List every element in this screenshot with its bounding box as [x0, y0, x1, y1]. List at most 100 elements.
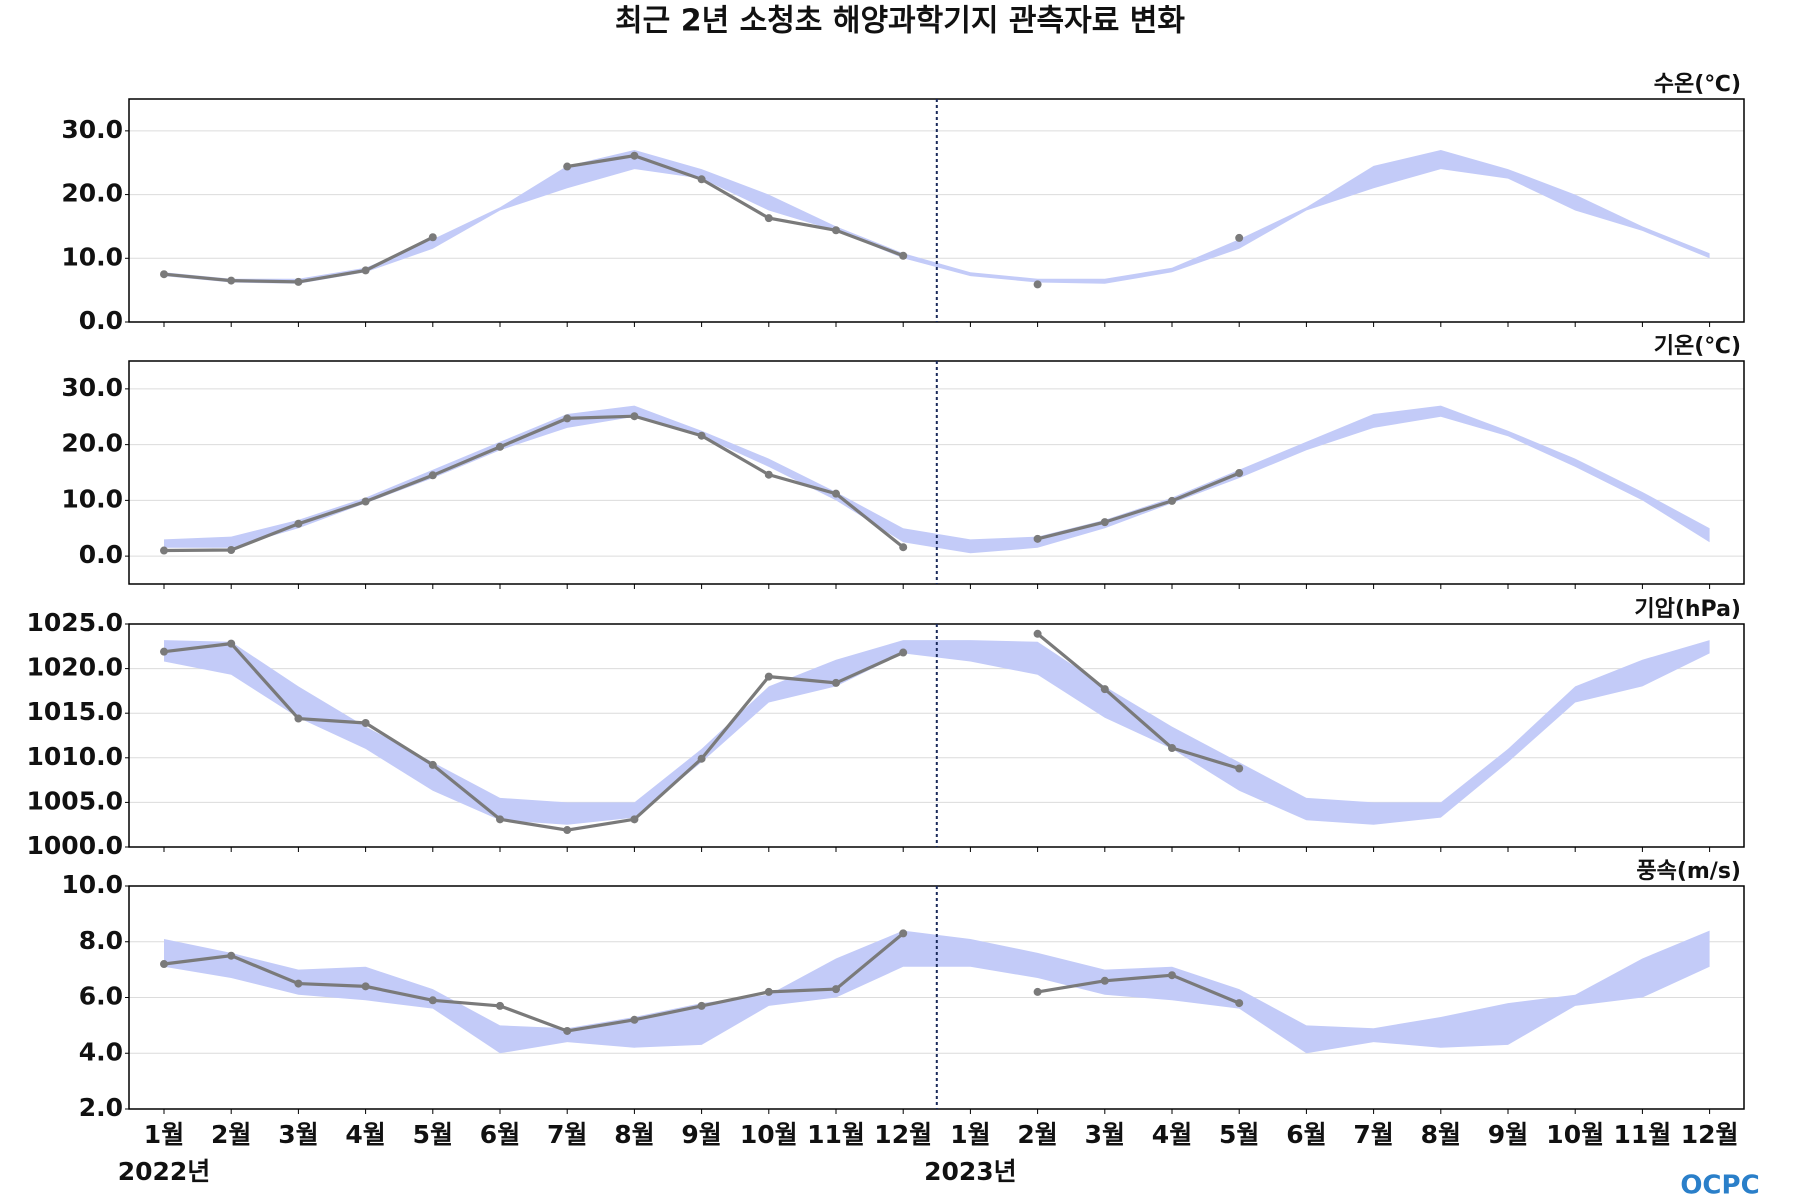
observed-point — [227, 639, 236, 648]
observed-point — [832, 226, 840, 235]
observed-point — [832, 678, 840, 687]
observed-point — [630, 412, 639, 421]
observed-point — [160, 647, 168, 656]
observed-point — [764, 987, 773, 996]
observed-point — [563, 1026, 572, 1035]
plot-frame — [128, 360, 1745, 585]
observed-point — [1168, 743, 1176, 752]
x-tick-label: 6월 — [480, 1120, 520, 1149]
observed-point — [697, 175, 706, 184]
x-tick-label: 9월 — [681, 1120, 721, 1149]
range-band — [164, 405, 1710, 554]
y-tick-label: 1020.0 — [27, 653, 123, 682]
observed-point — [361, 719, 370, 728]
y-tick-label: 0.0 — [79, 540, 123, 569]
observed-point — [1033, 534, 1042, 543]
observed-point — [1235, 469, 1244, 478]
x-tick-label: 12월 — [1681, 1120, 1739, 1149]
observed-point — [294, 714, 303, 723]
observed-point — [1033, 280, 1042, 289]
chart-title: 최근 2년 소청초 해양과학기지 관측자료 변화 — [615, 4, 1185, 39]
observed-point — [899, 251, 908, 260]
observed-point — [832, 489, 840, 498]
year-label: 2023년 — [924, 1157, 1017, 1186]
observed-point — [361, 266, 370, 275]
y-tick-label: 30.0 — [61, 115, 123, 144]
x-tick-label: 4월 — [345, 1120, 385, 1149]
observed-point — [1168, 496, 1176, 505]
panel-label: 풍속(m/s) — [1636, 859, 1741, 884]
y-tick-label: 1000.0 — [27, 831, 123, 860]
observed-point — [227, 545, 236, 554]
observed-point — [1033, 629, 1042, 638]
range-band — [164, 150, 1710, 284]
observed-point — [294, 979, 303, 988]
x-tick-label: 5월 — [1219, 1120, 1259, 1149]
observed-point — [1100, 685, 1109, 694]
observed-point — [1100, 976, 1109, 985]
y-tick-label: 8.0 — [79, 926, 123, 955]
y-tick-label: 6.0 — [79, 982, 123, 1011]
observed-point — [764, 672, 773, 681]
panel-label: 기압(hPa) — [1634, 597, 1741, 622]
logo: OCPC — [1680, 1171, 1759, 1200]
year-label: 2022년 — [118, 1157, 211, 1186]
x-tick-label: 1월 — [950, 1120, 990, 1149]
y-tick-label: 2.0 — [79, 1093, 123, 1122]
observed-point — [764, 470, 773, 479]
x-tick-label: 12월 — [874, 1120, 932, 1149]
range-band — [164, 930, 1710, 1054]
y-tick-label: 10.0 — [61, 242, 123, 271]
observed-point — [1235, 999, 1244, 1008]
observed-point — [361, 982, 370, 991]
y-tick-label: 1025.0 — [27, 608, 123, 637]
y-tick-label: 4.0 — [79, 1037, 123, 1066]
observed-point — [563, 826, 572, 835]
x-tick-label: 11월 — [1614, 1120, 1672, 1149]
x-tick-label: 7월 — [1353, 1120, 1393, 1149]
x-tick-label: 7월 — [547, 1120, 587, 1149]
x-tick-label: 5월 — [413, 1120, 453, 1149]
y-tick-label: 1010.0 — [27, 742, 123, 771]
observed-point — [899, 929, 908, 938]
x-tick-label: 2월 — [211, 1120, 251, 1149]
y-tick-label: 10.0 — [61, 870, 123, 899]
x-tick-label: 10월 — [740, 1120, 798, 1149]
y-tick-label: 10.0 — [61, 484, 123, 513]
observed-point — [1235, 233, 1244, 242]
observed-point — [1235, 764, 1244, 773]
plot-frame — [128, 98, 1745, 323]
y-tick-label: 1005.0 — [27, 786, 123, 815]
observed-point — [160, 270, 168, 279]
observed-point — [428, 471, 437, 480]
observed-line — [163, 414, 1240, 553]
observed-point — [697, 754, 706, 763]
observed-point — [496, 1001, 504, 1010]
observed-line — [163, 632, 1240, 832]
observed-line — [163, 932, 1240, 1033]
observed-point — [1033, 987, 1042, 996]
observed-point — [428, 760, 437, 769]
y-tick-label: 20.0 — [61, 429, 123, 458]
observed-point — [697, 1001, 706, 1010]
x-tick-label: 8월 — [1421, 1120, 1461, 1149]
x-tick-label: 11월 — [807, 1120, 865, 1149]
panel-label: 기온(℃) — [1654, 334, 1741, 359]
observed-point — [630, 815, 639, 824]
observed-point — [1168, 971, 1176, 980]
observed-point — [160, 960, 168, 969]
observed-point — [227, 951, 236, 960]
observed-point — [294, 277, 303, 286]
x-tick-label: 9월 — [1488, 1120, 1528, 1149]
observed-point — [563, 414, 572, 423]
observed-point — [496, 442, 504, 451]
y-tick-label: 0.0 — [79, 306, 123, 335]
x-tick-label: 8월 — [614, 1120, 654, 1149]
x-tick-label: 3월 — [278, 1120, 318, 1149]
x-tick-label: 1월 — [144, 1120, 184, 1149]
observed-point — [496, 815, 504, 824]
y-tick-label: 1015.0 — [27, 697, 123, 726]
observed-point — [294, 519, 303, 528]
y-tick-label: 20.0 — [61, 179, 123, 208]
